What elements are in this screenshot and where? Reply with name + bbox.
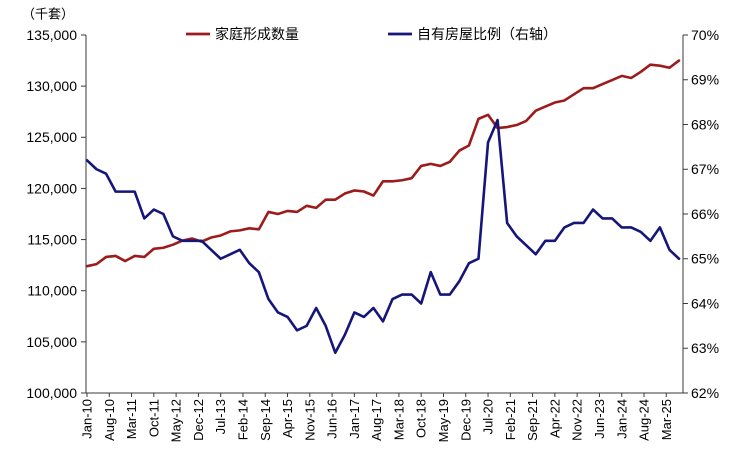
- x-axis-tick-label: Feb-21: [503, 399, 518, 440]
- left-axis-tick-label: 110,000: [27, 283, 77, 299]
- left-axis-tick-label: 125,000: [26, 129, 77, 145]
- x-axis-tick-label: Sep-14: [258, 399, 273, 441]
- x-axis-tick-label: Mar-25: [659, 399, 674, 440]
- legend-label-homeownership-rate: 自有房屋比例（右轴）: [417, 26, 557, 42]
- x-axis-tick-label: Dec-12: [191, 399, 206, 441]
- right-axis-tick-label: 68%: [691, 116, 719, 132]
- right-axis-tick-label: 70%: [691, 27, 719, 43]
- left-axis-ticks: 100,000 105,000 110,000 115,000 120,000 125,0…: [26, 27, 86, 401]
- x-axis-tick-label: May-12: [169, 399, 184, 442]
- x-axis-tick-label: Oct-18: [414, 399, 429, 438]
- x-axis-tick-label: Feb-14: [236, 399, 251, 440]
- x-axis-tick-label: Jul-20: [481, 399, 496, 434]
- line-series-homeownership-rate: [85, 118, 681, 355]
- x-axis-tick-label: Aug-17: [369, 399, 384, 441]
- right-axis-tick-label: 66%: [691, 206, 719, 222]
- x-axis-tick-label: Nov-15: [302, 399, 317, 441]
- x-axis-tick-label: Jan-24: [614, 399, 629, 439]
- axes: 100,000 105,000 110,000 115,000 120,000 125,0…: [26, 27, 719, 442]
- left-axis-tick-label: 105,000: [26, 334, 77, 350]
- legend-item-homeownership-rate: 自有房屋比例（右轴）: [388, 26, 557, 42]
- right-axis-tick-label: 69%: [691, 72, 719, 88]
- right-axis-tick-label: 64%: [691, 295, 719, 311]
- x-axis-tick-label: Jun-16: [325, 399, 340, 439]
- x-axis-tick-label: Oct-11: [146, 399, 161, 437]
- x-axis-tick-label: Apr-22: [547, 399, 562, 438]
- x-axis-tick-label: Jun-23: [592, 399, 607, 439]
- x-axis-tick-label: Jan-17: [347, 399, 362, 439]
- x-axis-tick-label: Sep-21: [525, 399, 540, 441]
- left-axis-tick-label: 120,000: [26, 180, 77, 196]
- x-axis-tick-label: Apr-15: [280, 399, 295, 438]
- x-axis-ticks: Jan-10 Aug-10 Mar-11 Oct-11 May-12 Dec-12 Jul-…: [80, 393, 674, 442]
- right-axis-ticks: 62% 63% 64% 65% 66% 67% 68% 69% 70%: [683, 27, 719, 401]
- x-axis-tick-label: Jul-13: [213, 399, 228, 434]
- x-axis-tick-label: Dec-19: [458, 399, 473, 441]
- left-axis-tick-label: 130,000: [26, 78, 77, 94]
- x-axis-tick-label: Nov-22: [570, 399, 585, 441]
- right-axis-tick-label: 65%: [691, 251, 719, 267]
- left-axis-tick-label: 100,000: [26, 385, 77, 401]
- right-axis-tick-label: 63%: [691, 340, 719, 356]
- left-axis-tick-label: 135,000: [26, 27, 77, 43]
- x-axis-tick-label: Mar-18: [391, 399, 406, 440]
- x-axis-tick-label: May-19: [436, 399, 451, 442]
- x-axis-tick-label: Jan-10: [80, 399, 95, 439]
- plot-series: [85, 59, 681, 355]
- x-axis-tick-label: Aug-10: [102, 399, 117, 441]
- x-axis-tick-label: Mar-11: [124, 399, 139, 439]
- left-axis-tick-label: 115,000: [27, 231, 77, 247]
- legend-item-household-formation: 家庭形成数量: [186, 26, 299, 42]
- right-axis-tick-label: 62%: [691, 385, 719, 401]
- legend: 家庭形成数量 自有房屋比例（右轴）: [186, 26, 557, 42]
- legend-label-household-formation: 家庭形成数量: [215, 26, 299, 42]
- x-axis-tick-label: Aug-24: [637, 399, 652, 441]
- right-axis-tick-label: 67%: [691, 161, 719, 177]
- left-axis-unit-label: （千套）: [22, 7, 74, 22]
